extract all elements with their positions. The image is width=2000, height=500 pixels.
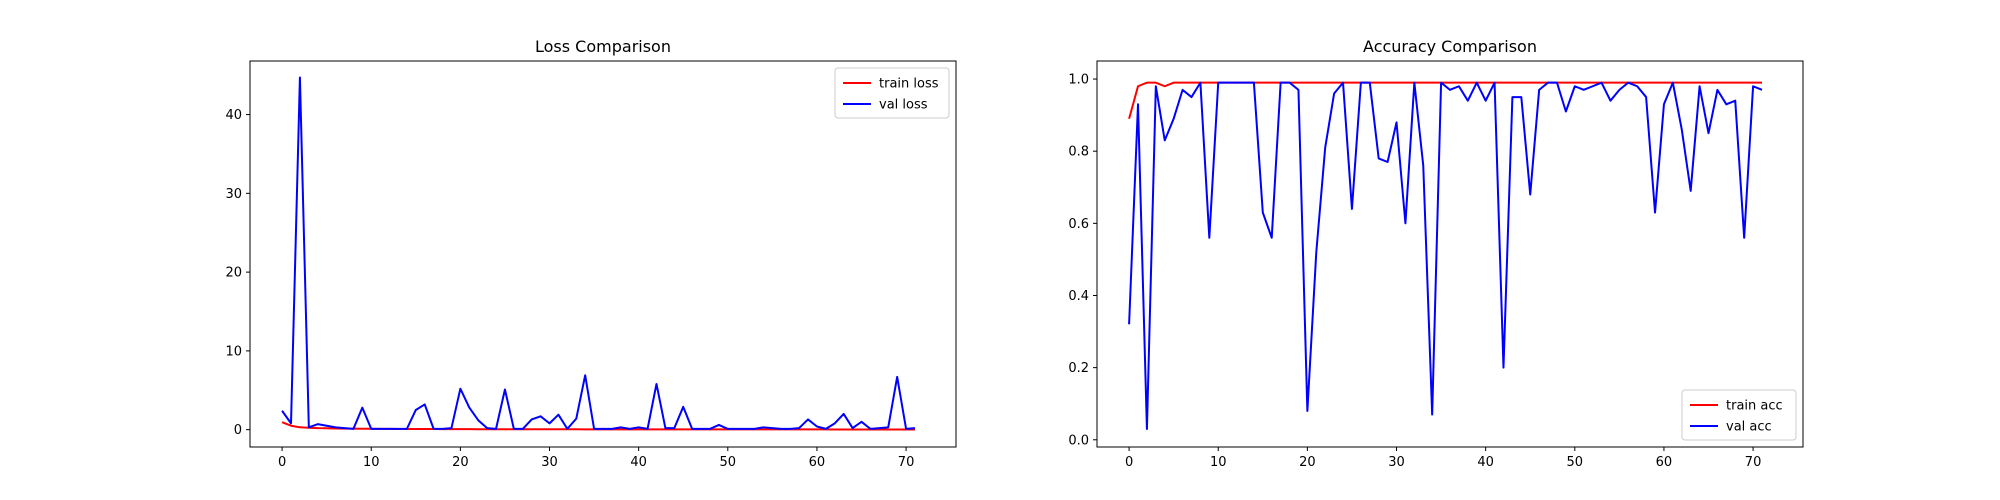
loss-series-val-line [281,76,916,430]
accuracy-legend-label-train: train acc [1726,399,1783,414]
accuracy-xtick-label: 60 [1656,455,1673,470]
loss-ytick-label: 10 [225,344,242,359]
loss-ytick-label: 0 [234,423,242,438]
accuracy-chart-ticks: 0 10 20 30 40 50 60 70 0.0 0.2 0.4 0.6 0.8 1.0 [1068,73,1761,470]
accuracy-xtick-label: 70 [1745,455,1762,470]
loss-xtick-label: 70 [898,455,915,470]
loss-xtick-label: 30 [541,455,558,470]
loss-chart-legend: train loss val loss [834,67,950,119]
accuracy-ytick-label: 0.0 [1068,433,1089,448]
loss-chart-title: Loss Comparison [535,37,671,56]
accuracy-legend-label-val: val acc [1726,420,1772,435]
loss-legend-label-val: val loss [879,98,928,113]
accuracy-ytick-label: 1.0 [1068,73,1089,88]
accuracy-xtick-label: 50 [1567,455,1584,470]
accuracy-chart-plot [1128,81,1763,430]
accuracy-xtick-label: 20 [1299,455,1316,470]
loss-xtick-label: 40 [630,455,647,470]
loss-xtick-label: 10 [363,455,380,470]
loss-ytick-label: 20 [225,266,242,281]
accuracy-ytick-label: 0.8 [1068,145,1089,160]
loss-xtick-label: 60 [809,455,826,470]
loss-chart-axes-frame [249,60,957,448]
loss-legend-box [834,67,950,119]
loss-ytick-label: 30 [225,187,242,202]
accuracy-chart-title: Accuracy Comparison [1363,37,1537,56]
accuracy-chart: Accuracy Comparison 0 10 20 30 40 50 60 70 0.0 0.… [1068,37,1804,470]
accuracy-series-val-line [1128,81,1763,430]
accuracy-ytick-label: 0.2 [1068,361,1089,376]
accuracy-ytick-label: 0.4 [1068,289,1089,304]
loss-chart: Loss Comparison 0 10 20 30 40 50 60 70 0 10 20 30 40… [225,37,957,470]
loss-xtick-label: 0 [278,455,286,470]
loss-xtick-label: 50 [720,455,737,470]
loss-legend-label-train: train loss [879,77,939,92]
loss-chart-plot [281,76,916,431]
accuracy-xtick-label: 10 [1210,455,1227,470]
accuracy-xtick-label: 0 [1125,455,1133,470]
loss-xtick-label: 20 [452,455,469,470]
loss-ytick-label: 40 [225,108,242,123]
accuracy-legend-box [1681,389,1797,441]
accuracy-chart-axes-frame [1096,60,1804,448]
accuracy-chart-legend: train acc val acc [1681,389,1797,441]
accuracy-xtick-label: 40 [1477,455,1494,470]
loss-chart-ticks: 0 10 20 30 40 50 60 70 0 10 20 30 40 [225,108,914,470]
accuracy-ytick-label: 0.6 [1068,217,1089,232]
accuracy-xtick-label: 30 [1388,455,1405,470]
